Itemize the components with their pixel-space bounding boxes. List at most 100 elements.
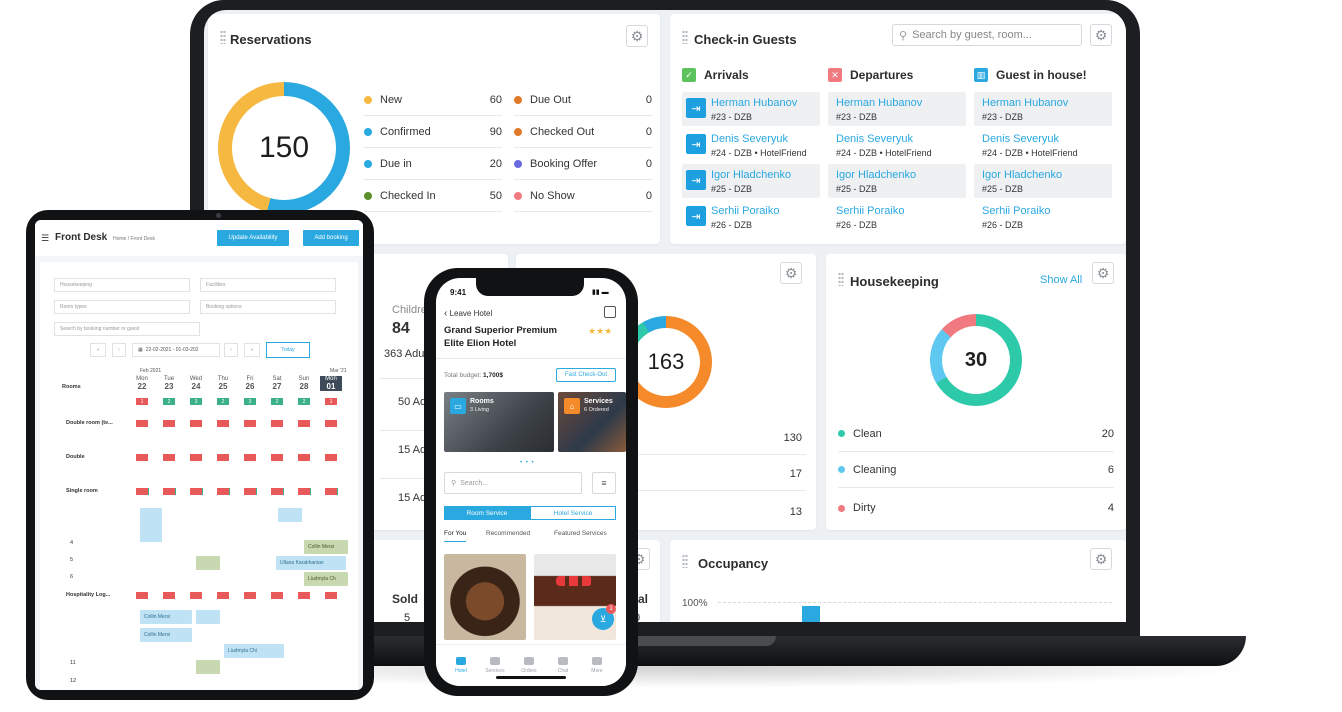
- booking-bar[interactable]: [140, 508, 162, 542]
- check-in-icon[interactable]: ⇥: [686, 170, 706, 190]
- guest-name[interactable]: Igor Hladchenko: [982, 169, 1063, 181]
- guest-name[interactable]: Herman Hubanov: [836, 97, 923, 109]
- arrival-guest[interactable]: ⇥ Serhii Poraiko #26 - DZB: [682, 200, 820, 234]
- nav-hotel[interactable]: Hotel: [446, 657, 476, 674]
- nav-chat[interactable]: Chat: [548, 657, 578, 674]
- guest-search-input[interactable]: ⚲ Search by guest, room...: [892, 24, 1082, 46]
- room-row-label[interactable]: 5: [70, 557, 74, 563]
- drag-handle-icon[interactable]: [682, 554, 688, 568]
- legend-row-booking-offer[interactable]: Booking Offer 0: [514, 148, 652, 180]
- menu-icon[interactable]: ☰: [41, 233, 50, 243]
- scan-icon[interactable]: [604, 306, 616, 318]
- nav-services[interactable]: Services: [480, 657, 510, 674]
- booking-bar[interactable]: Ullana Karakhanian: [276, 556, 346, 570]
- rooms-tile[interactable]: ▭ Rooms 3 Living: [444, 392, 554, 452]
- tab-for-you[interactable]: For You: [444, 530, 467, 542]
- gear-icon[interactable]: ⚙: [780, 262, 802, 284]
- departure-guest[interactable]: Herman Hubanov #23 - DZB: [828, 92, 966, 126]
- gear-icon[interactable]: ⚙: [626, 25, 648, 47]
- room-row-label[interactable]: Double: [66, 454, 85, 460]
- legend-row-due-in[interactable]: Due in 20: [364, 148, 502, 180]
- update-availability-button[interactable]: Update Availability: [217, 230, 289, 246]
- booking-bar[interactable]: [196, 660, 220, 674]
- booking-bar[interactable]: Collin Mersi: [304, 540, 348, 554]
- services-search-input[interactable]: ⚲ Search...: [444, 472, 582, 494]
- booking-search-input[interactable]: Search by booking number or guest: [54, 322, 200, 336]
- room-row-label[interactable]: 4: [70, 540, 74, 546]
- booking-bar[interactable]: Collin Mersi: [140, 610, 192, 624]
- legend-row-checked-out[interactable]: Checked Out 0: [514, 116, 652, 148]
- guest-name[interactable]: Igor Hladchenko: [836, 169, 917, 181]
- next-next-button[interactable]: »: [244, 343, 260, 357]
- guest-name[interactable]: Serhii Poraiko: [982, 205, 1051, 217]
- filter-icon[interactable]: ≡: [592, 472, 616, 494]
- gear-icon[interactable]: ⚙: [1090, 24, 1112, 46]
- departure-guest[interactable]: Serhii Poraiko #26 - DZB: [828, 200, 966, 234]
- fast-checkout-button[interactable]: Fast Check-Out: [556, 368, 616, 382]
- housekeeping-select[interactable]: Housekeeping: [54, 278, 190, 292]
- room-row-label[interactable]: 12: [70, 678, 77, 684]
- nav-more[interactable]: More: [582, 657, 612, 674]
- hotel-service-segment[interactable]: Hotel Service: [530, 506, 616, 520]
- gear-icon[interactable]: ⚙: [1090, 548, 1112, 570]
- drag-handle-icon[interactable]: [220, 30, 226, 44]
- nav-orders[interactable]: Orders: [514, 657, 544, 674]
- tab-recommended[interactable]: Recommended: [486, 530, 531, 537]
- check-in-icon[interactable]: ⇥: [686, 134, 706, 154]
- guest-name[interactable]: Serhii Poraiko: [711, 205, 780, 217]
- guest-name[interactable]: Denis Severyuk: [836, 133, 914, 145]
- today-button[interactable]: Today: [266, 342, 310, 358]
- booking-bar[interactable]: Liudmyla Chi: [224, 644, 284, 658]
- add-booking-button[interactable]: Add booking: [303, 230, 359, 246]
- departure-guest[interactable]: Denis Severyuk #24 - DZB • HotelFriend: [828, 128, 966, 162]
- in-house-guest[interactable]: Serhii Poraiko #26 - DZB: [974, 200, 1112, 234]
- next-button[interactable]: ›: [224, 343, 238, 357]
- room-row-label[interactable]: Hospitality Log...: [66, 592, 111, 598]
- booking-bar[interactable]: Liudmyla Ch: [304, 572, 348, 586]
- guest-name[interactable]: Denis Severyuk: [711, 133, 789, 145]
- legend-row-due-out[interactable]: Due Out 0: [514, 84, 652, 116]
- room-row-label[interactable]: 11: [70, 660, 76, 666]
- food-image-steak[interactable]: [444, 554, 526, 640]
- arrival-guest[interactable]: ⇥ Denis Severyuk #24 - DZB • HotelFriend: [682, 128, 820, 162]
- prev-prev-button[interactable]: «: [90, 343, 106, 357]
- booking-bar[interactable]: [278, 508, 302, 522]
- booking-bar[interactable]: [196, 610, 220, 624]
- booking-bar[interactable]: [196, 556, 220, 570]
- room-row-label[interactable]: Double room (te...: [66, 420, 113, 426]
- legend-row-checked-in[interactable]: Checked In 50: [364, 180, 502, 212]
- guest-name[interactable]: Herman Hubanov: [982, 97, 1069, 109]
- legend-row-no-show[interactable]: No Show 0: [514, 180, 652, 212]
- legend-row-confirmed[interactable]: Confirmed 90: [364, 116, 502, 148]
- arrival-guest[interactable]: ⇥ Igor Hladchenko #25 - DZB: [682, 164, 820, 198]
- room-service-segment[interactable]: Room Service: [444, 506, 530, 520]
- hk-row-dirty[interactable]: Dirty 4: [838, 490, 1114, 526]
- guest-name[interactable]: Denis Severyuk: [982, 133, 1060, 145]
- gear-icon[interactable]: ⚙: [1092, 262, 1114, 284]
- back-button[interactable]: ‹ Leave Hotel: [444, 308, 492, 319]
- drag-handle-icon[interactable]: [838, 272, 844, 286]
- hk-row-clean[interactable]: Clean 20: [838, 416, 1114, 452]
- room-row-label[interactable]: 6: [70, 574, 74, 580]
- drag-handle-icon[interactable]: [682, 30, 688, 44]
- in-house-guest[interactable]: Igor Hladchenko #25 - DZB: [974, 164, 1112, 198]
- show-all-link[interactable]: Show All: [1040, 274, 1083, 286]
- in-house-guest[interactable]: Denis Severyuk #24 - DZB • HotelFriend: [974, 128, 1112, 162]
- room-row-label[interactable]: Single room: [66, 488, 98, 494]
- prev-button[interactable]: ‹: [112, 343, 126, 357]
- check-in-icon[interactable]: ⇥: [686, 206, 706, 226]
- check-in-icon[interactable]: ⇥: [686, 98, 706, 118]
- tab-featured-services[interactable]: Featured Services: [554, 530, 607, 537]
- legend-row-new[interactable]: New 60: [364, 84, 502, 116]
- services-tile[interactable]: ⌂ Services 6 Ordered: [558, 392, 626, 452]
- hk-row-cleaning[interactable]: Cleaning 6: [838, 452, 1114, 488]
- facilities-select[interactable]: Facilities: [200, 278, 336, 292]
- booking-options-select[interactable]: Booking options: [200, 300, 336, 314]
- guest-name[interactable]: Serhii Poraiko: [836, 205, 905, 217]
- guest-name[interactable]: Herman Hubanov: [711, 97, 798, 109]
- arrival-guest[interactable]: ⇥ Herman Hubanov #23 - DZB: [682, 92, 820, 126]
- booking-bar[interactable]: Collin Mersi: [140, 628, 192, 642]
- departure-guest[interactable]: Igor Hladchenko #25 - DZB: [828, 164, 966, 198]
- room-types-select[interactable]: Room types: [54, 300, 190, 314]
- in-house-guest[interactable]: Herman Hubanov #23 - DZB: [974, 92, 1112, 126]
